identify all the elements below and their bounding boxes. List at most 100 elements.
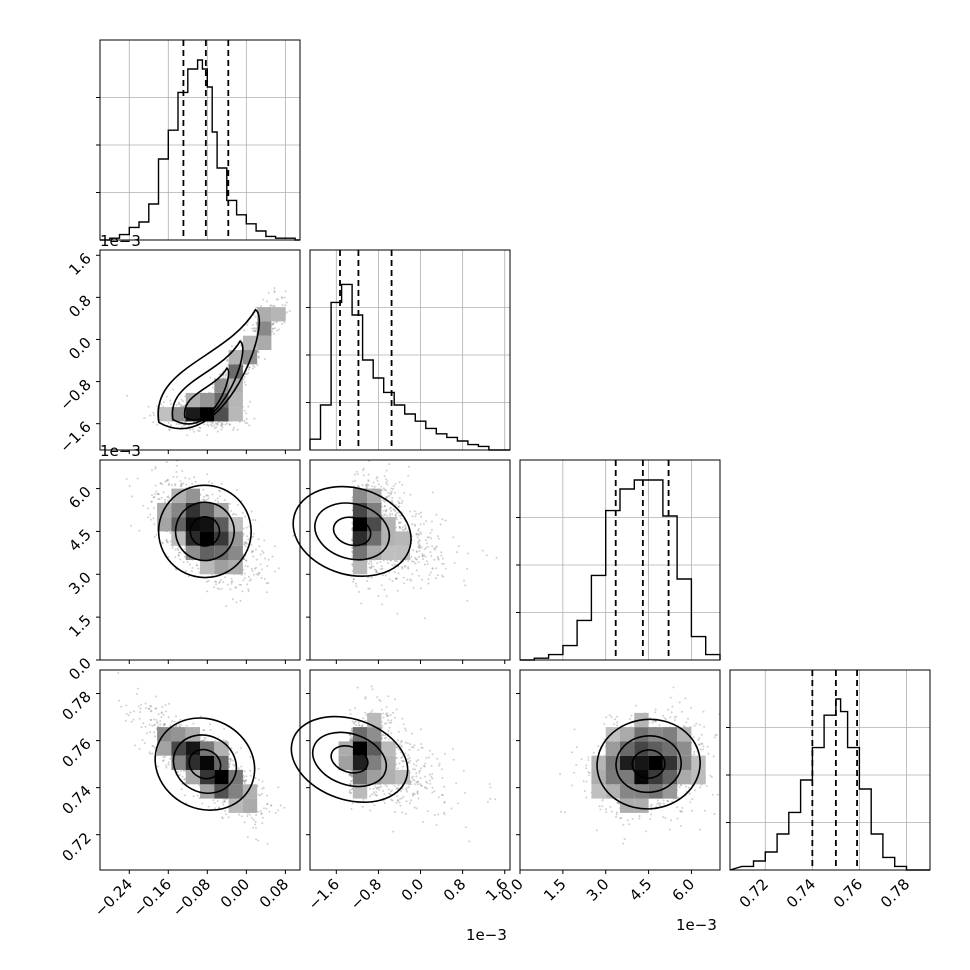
sample-point	[145, 706, 147, 709]
sample-point	[175, 423, 178, 425]
sample-point	[255, 826, 257, 829]
sample-point	[404, 527, 407, 530]
sample-point	[495, 556, 498, 559]
sample-point	[155, 719, 158, 721]
sample-point	[175, 471, 178, 473]
sample-point	[212, 799, 215, 802]
sample-point	[243, 409, 246, 412]
sample-point	[220, 483, 223, 485]
sample-point	[152, 421, 155, 424]
sample-point	[202, 495, 205, 498]
sample-point	[245, 417, 248, 420]
sample-point	[256, 364, 259, 367]
sample-point	[243, 577, 246, 579]
sample-point	[254, 548, 257, 551]
sample-point	[190, 570, 193, 573]
sample-point	[401, 499, 404, 502]
sample-point	[218, 588, 221, 591]
sample-point	[414, 515, 417, 518]
density-cell	[352, 545, 368, 560]
sample-point	[216, 423, 219, 426]
sample-point	[240, 583, 242, 586]
sample-point	[203, 499, 206, 502]
sample-point	[355, 470, 358, 473]
sample-point	[420, 532, 423, 535]
sample-point	[231, 513, 234, 516]
sample-point	[183, 404, 186, 407]
sample-point	[255, 327, 258, 330]
sample-point	[261, 816, 264, 819]
sample-point	[224, 374, 227, 377]
sample-point	[237, 503, 240, 506]
sample-point	[401, 528, 404, 531]
sample-point	[236, 489, 239, 491]
sample-point	[202, 729, 205, 731]
sample-point	[259, 563, 262, 566]
sample-point	[232, 426, 235, 429]
sample-point	[261, 568, 264, 571]
sample-point	[227, 583, 229, 586]
sample-point	[369, 567, 372, 570]
sample-point	[247, 371, 250, 374]
sample-point	[254, 519, 257, 522]
sample-point	[408, 465, 410, 468]
sample-point	[232, 763, 235, 766]
sample-point	[255, 306, 258, 309]
sample-point	[169, 424, 172, 427]
sample-point	[137, 687, 139, 690]
sample-point	[266, 565, 269, 567]
sample-point	[280, 296, 283, 299]
sample-point	[196, 794, 199, 797]
sample-point	[157, 713, 160, 716]
sample-point	[466, 599, 469, 602]
sample-point	[398, 505, 401, 508]
sample-point	[179, 403, 182, 406]
sample-point	[273, 332, 275, 335]
sample-point	[225, 605, 228, 608]
sample-point	[417, 528, 420, 530]
sample-point	[244, 421, 247, 424]
sample-point	[423, 563, 426, 566]
sample-point	[356, 473, 359, 475]
sample-point	[149, 731, 151, 733]
sample-point	[372, 565, 375, 568]
sample-point	[157, 765, 160, 768]
sample-point	[426, 542, 428, 545]
sample-point	[176, 476, 179, 478]
sample-point	[255, 558, 258, 561]
sample-point	[388, 578, 391, 581]
sample-point	[206, 473, 209, 476]
sample-point	[223, 499, 226, 502]
sample-point	[437, 557, 440, 560]
sample-point	[402, 576, 405, 579]
sample-point	[169, 399, 172, 402]
sample-point	[191, 428, 194, 431]
sample-point	[221, 423, 224, 426]
sample-point	[407, 560, 410, 562]
sample-point	[383, 475, 386, 478]
sample-point	[245, 559, 248, 562]
sample-point	[156, 492, 159, 495]
sample-point	[203, 423, 206, 426]
sample-point	[354, 582, 357, 585]
sample-point	[181, 470, 184, 472]
sample-point	[162, 759, 165, 762]
sample-point	[199, 426, 202, 429]
sample-point	[355, 585, 358, 588]
histogram-4	[729, 698, 930, 871]
sample-point	[125, 478, 128, 480]
sample-point	[246, 565, 249, 568]
sample-point	[281, 296, 284, 299]
sample-point	[277, 809, 280, 812]
sample-point	[166, 479, 169, 482]
sample-point	[441, 574, 444, 577]
sample-point	[197, 567, 200, 570]
sample-point	[162, 756, 165, 759]
sample-point	[231, 580, 234, 583]
sample-point	[257, 767, 260, 770]
sample-point	[223, 727, 226, 730]
sample-point	[138, 529, 141, 532]
sample-point	[250, 510, 253, 513]
sample-point	[181, 425, 184, 428]
